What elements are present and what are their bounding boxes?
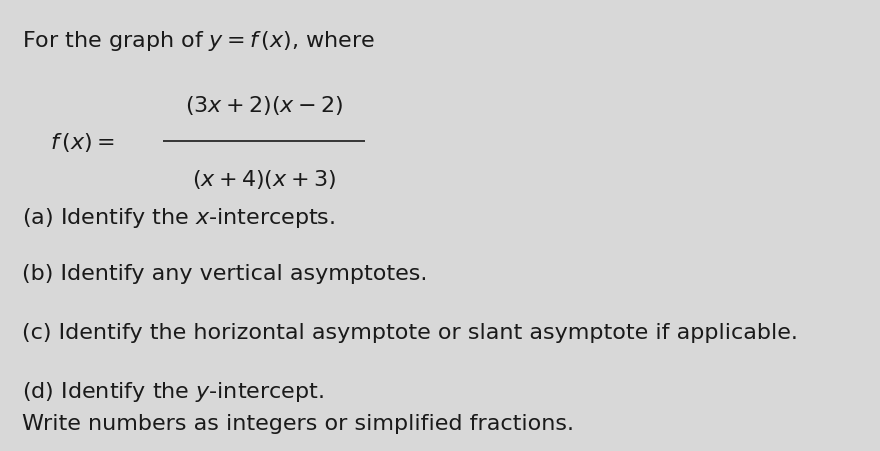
Text: $(3x+2)(x-2)$: $(3x+2)(x-2)$ <box>185 94 343 116</box>
Text: $f\,(x) =$: $f\,(x) =$ <box>50 131 114 153</box>
Text: (d) Identify the $y$-intercept.: (d) Identify the $y$-intercept. <box>22 379 324 403</box>
Text: (a) Identify the $x$-intercepts.: (a) Identify the $x$-intercepts. <box>22 205 335 229</box>
Text: $(x+4)(x+3)$: $(x+4)(x+3)$ <box>192 168 336 190</box>
Text: Write numbers as integers or simplified fractions.: Write numbers as integers or simplified … <box>22 413 574 433</box>
Text: (c) Identify the horizontal asymptote or slant asymptote if applicable.: (c) Identify the horizontal asymptote or… <box>22 322 798 342</box>
Text: (b) Identify any vertical asymptotes.: (b) Identify any vertical asymptotes. <box>22 264 428 284</box>
Text: For the graph of $y=f\,(x)$, where: For the graph of $y=f\,(x)$, where <box>22 29 375 53</box>
